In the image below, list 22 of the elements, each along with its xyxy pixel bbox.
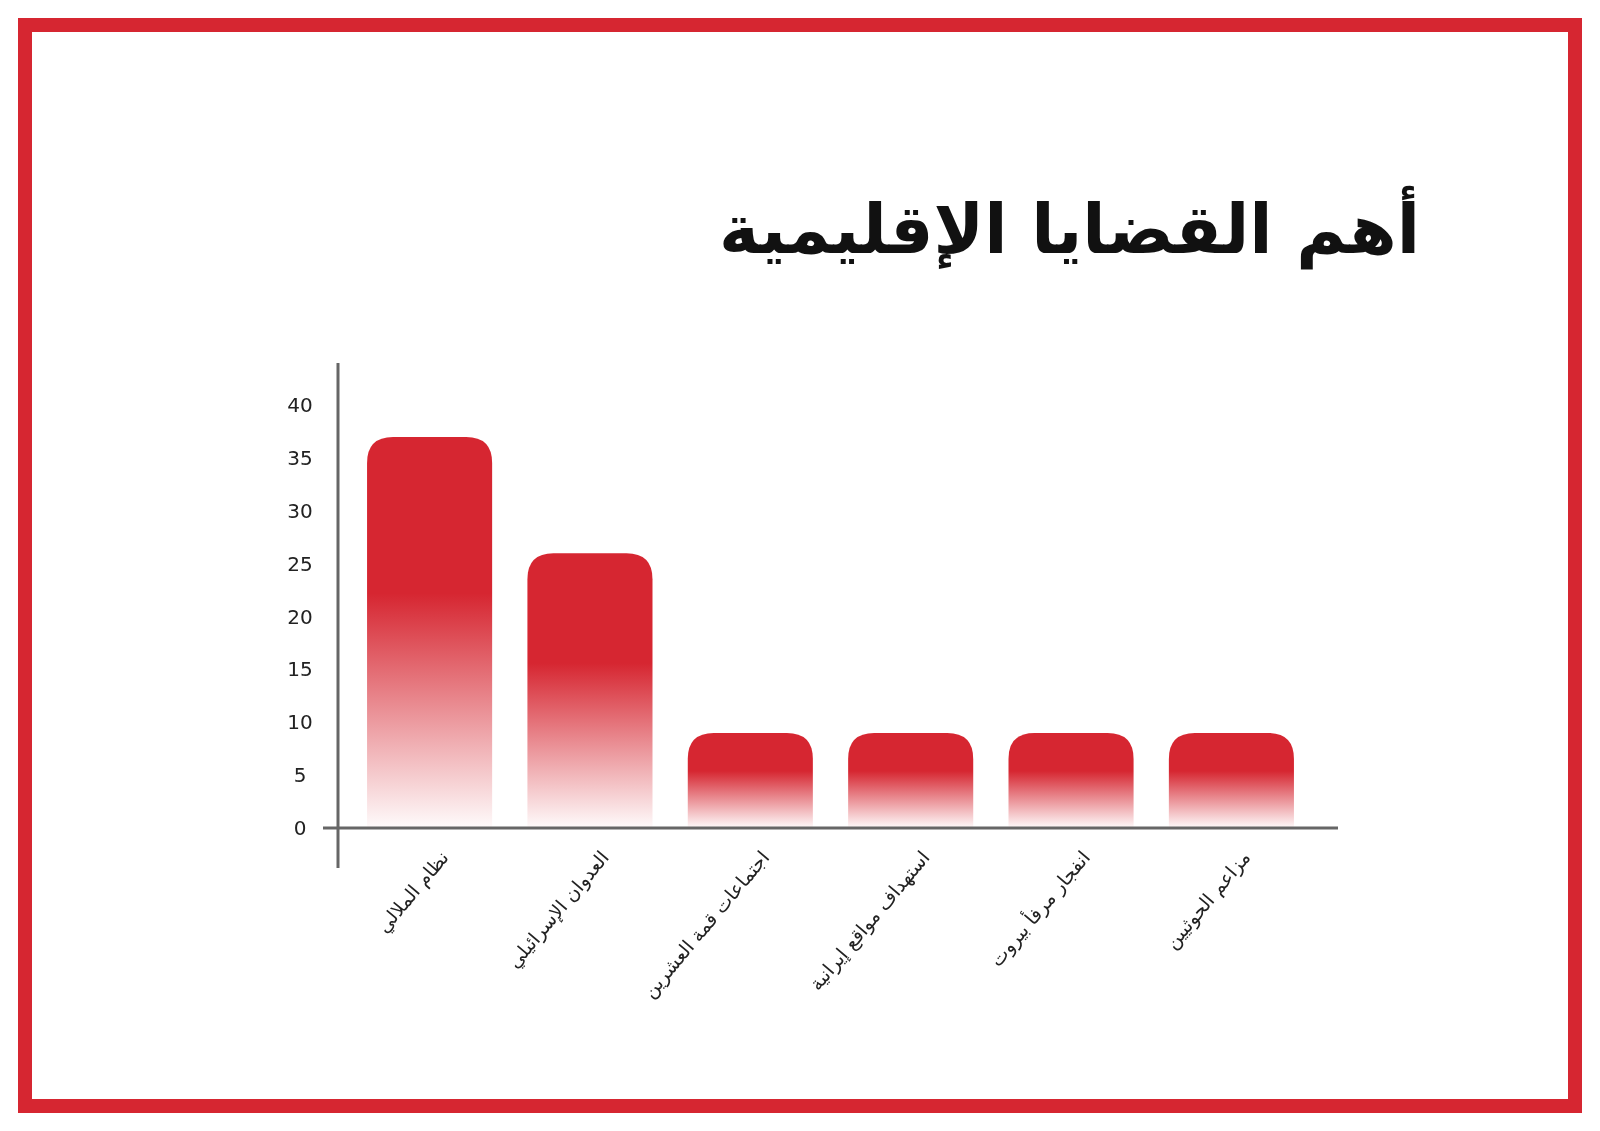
chart-title: أهم القضايا الإقليمية [718,185,1420,270]
x-tick-label: اجتماعات قمة العشرين [638,846,775,1003]
y-tick-label: 25 [287,551,313,576]
bar [1008,732,1134,828]
y-tick-label: 30 [287,498,313,523]
y-tick-label: 40 [287,393,313,418]
x-tick-label: مزاعم الحوثيين [1160,846,1256,954]
y-tick-label: 15 [287,657,313,682]
y-tick-label: 0 [293,816,307,840]
x-tick-label: استهداف مواقع إيرانية [804,846,936,996]
y-tick-label: 10 [287,710,313,735]
bar [367,436,493,828]
y-tick-label: 35 [287,446,313,471]
x-tick-label: نظام الملالي [371,846,454,938]
x-tick-label: انفجار مرفأ بيروت [983,845,1095,972]
bar [848,732,974,828]
x-tick-label: العدوان الإسرائيلي [502,846,614,973]
bar [527,553,653,828]
bar [687,732,813,828]
y-tick-label: 5 [293,763,307,788]
bar [1168,732,1294,828]
y-tick-label: 20 [287,604,313,629]
